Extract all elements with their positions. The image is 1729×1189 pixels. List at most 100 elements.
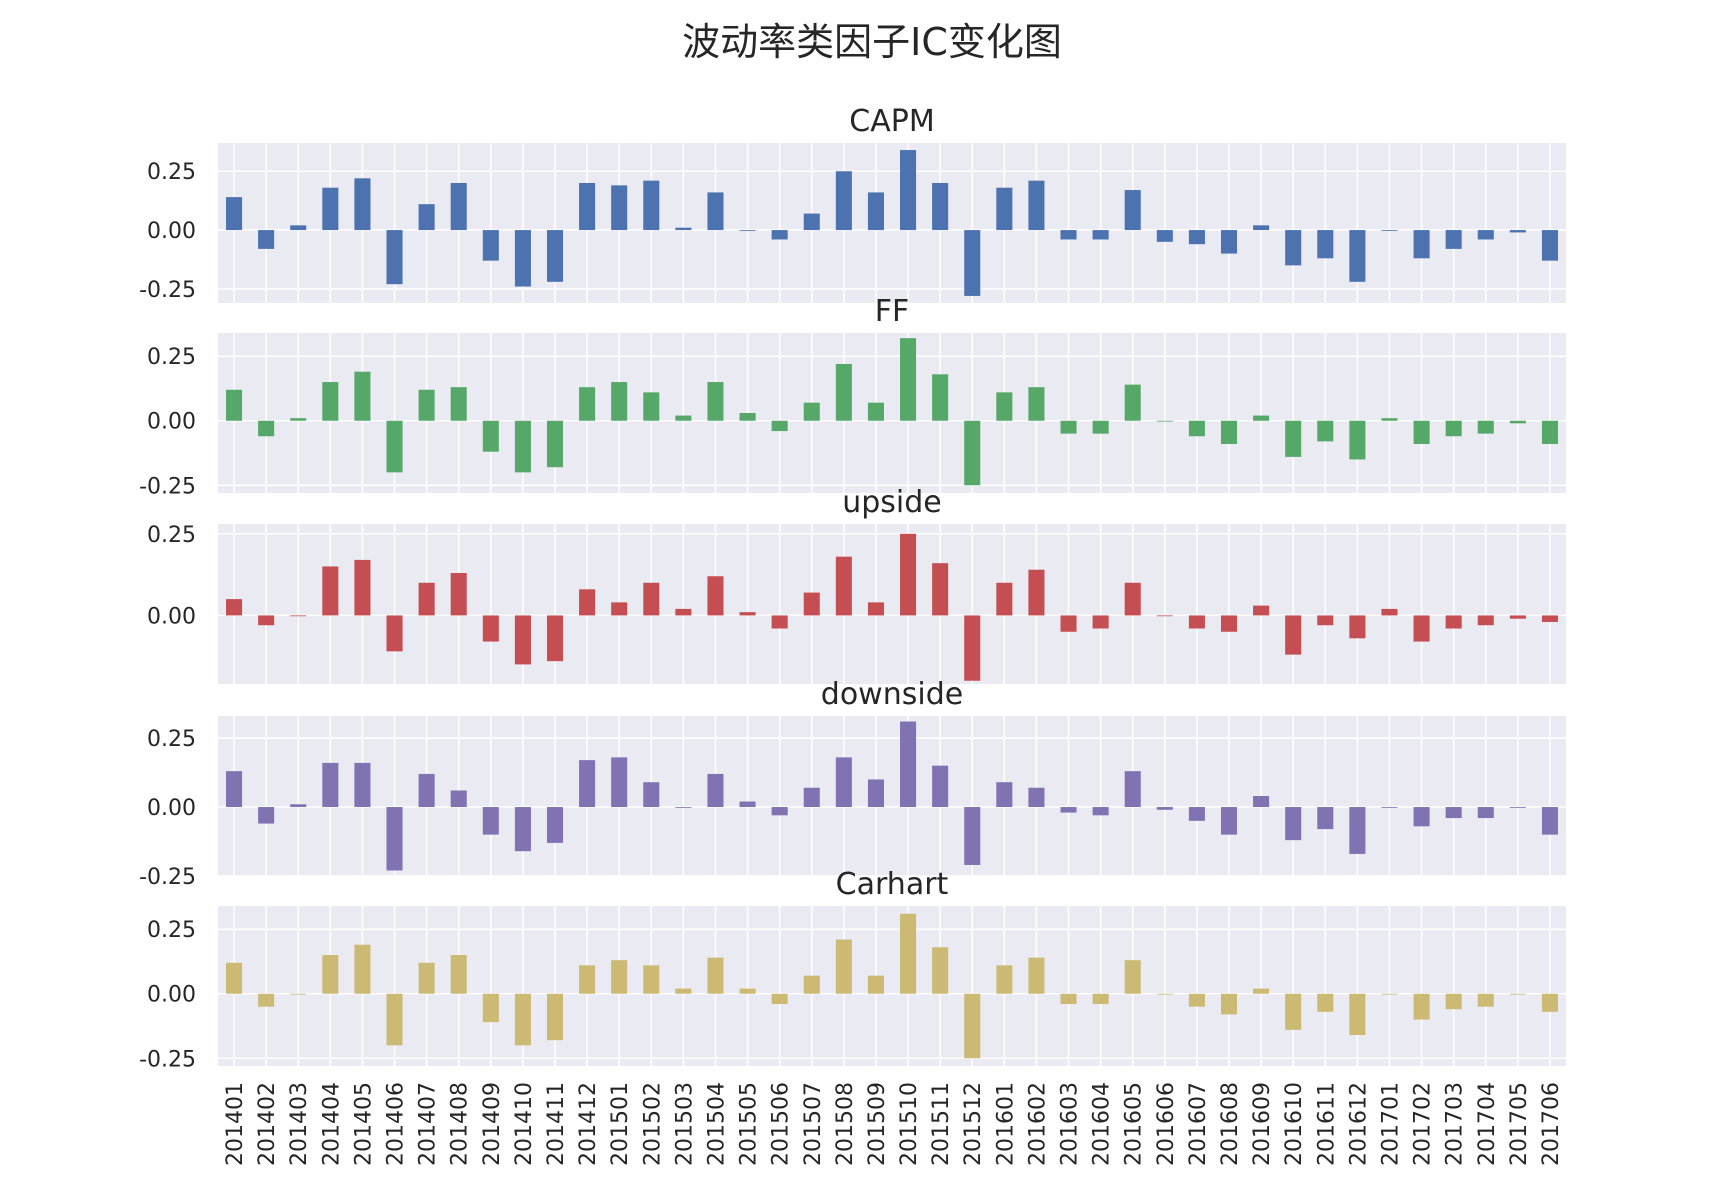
y-tick-label: 0.25 bbox=[147, 160, 196, 185]
bar-carhart-201404 bbox=[322, 955, 339, 994]
bar-carhart-201409 bbox=[482, 993, 499, 1023]
bar-downside-201505 bbox=[739, 801, 756, 808]
bar-ff-201512 bbox=[964, 420, 981, 486]
bar-downside-201607 bbox=[1188, 807, 1205, 821]
x-tick-label: 201706 bbox=[1539, 1082, 1564, 1166]
x-tick-label: 201410 bbox=[512, 1082, 537, 1166]
bar-downside-201407 bbox=[418, 773, 435, 808]
x-tick-label: 201705 bbox=[1507, 1082, 1532, 1166]
bar-ff-201608 bbox=[1220, 420, 1238, 444]
bar-capm-201603 bbox=[1060, 230, 1077, 240]
x-tick-label: 201511 bbox=[929, 1082, 954, 1166]
bar-capm-201406 bbox=[386, 230, 403, 285]
bar-ff-201611 bbox=[1317, 420, 1334, 442]
bar-upside-201608 bbox=[1220, 615, 1238, 632]
bar-capm-201501 bbox=[611, 185, 628, 231]
bar-capm-201608 bbox=[1220, 230, 1238, 254]
bar-upside-201502 bbox=[643, 582, 660, 616]
bar-capm-201602 bbox=[1028, 180, 1045, 231]
bar-carhart-201706 bbox=[1541, 993, 1558, 1012]
bar-upside-201609 bbox=[1253, 605, 1270, 616]
bar-carhart-201411 bbox=[546, 993, 564, 1041]
bar-carhart-201512 bbox=[964, 993, 981, 1059]
x-tick-label: 201607 bbox=[1186, 1082, 1211, 1166]
bar-upside-201401 bbox=[226, 599, 243, 616]
y-tick-label: 0.25 bbox=[147, 523, 196, 548]
plot-background bbox=[218, 333, 1566, 493]
bar-ff-201605 bbox=[1124, 384, 1141, 421]
bar-ff-201406 bbox=[386, 420, 403, 473]
bar-ff-201610 bbox=[1285, 420, 1302, 457]
bar-capm-201401 bbox=[226, 197, 243, 231]
bar-downside-201404 bbox=[322, 762, 339, 808]
y-tick-label: 0.00 bbox=[147, 219, 196, 244]
bar-carhart-201611 bbox=[1317, 993, 1334, 1012]
bar-downside-201504 bbox=[707, 773, 724, 808]
bar-carhart-201702 bbox=[1413, 993, 1430, 1020]
bar-upside-201507 bbox=[803, 592, 820, 616]
bar-carhart-201601 bbox=[996, 965, 1013, 994]
bar-upside-201504 bbox=[707, 576, 724, 616]
bar-capm-201506 bbox=[771, 230, 788, 240]
bar-ff-201401 bbox=[226, 389, 243, 421]
bar-carhart-201402 bbox=[258, 993, 275, 1007]
y-tick-label: 0.25 bbox=[147, 345, 196, 370]
bar-downside-201612 bbox=[1349, 807, 1366, 854]
bar-ff-201702 bbox=[1413, 420, 1430, 444]
bar-upside-201705 bbox=[1509, 615, 1526, 619]
y-tick-label: 0.00 bbox=[147, 604, 196, 629]
bar-capm-201508 bbox=[835, 171, 852, 231]
plot-background bbox=[218, 716, 1566, 876]
bar-upside-201410 bbox=[514, 615, 531, 665]
bar-downside-201401 bbox=[226, 771, 243, 808]
bar-ff-201504 bbox=[707, 382, 724, 421]
x-tick-label: 201509 bbox=[865, 1082, 890, 1166]
bar-downside-201508 bbox=[835, 757, 852, 808]
bar-carhart-201410 bbox=[514, 993, 531, 1046]
bar-carhart-201510 bbox=[900, 913, 917, 994]
bar-ff-201705 bbox=[1509, 420, 1526, 424]
bar-upside-201702 bbox=[1413, 615, 1430, 642]
bar-ff-201604 bbox=[1092, 420, 1109, 434]
bar-capm-201405 bbox=[354, 178, 371, 231]
bar-carhart-201604 bbox=[1092, 993, 1109, 1005]
bar-ff-201412 bbox=[579, 387, 596, 421]
bar-capm-201507 bbox=[803, 213, 820, 231]
bar-downside-201704 bbox=[1477, 807, 1494, 819]
bar-ff-201511 bbox=[932, 374, 949, 421]
bar-ff-201505 bbox=[739, 413, 756, 421]
bar-carhart-201610 bbox=[1285, 993, 1302, 1030]
plot-background bbox=[218, 906, 1566, 1066]
bar-ff-201407 bbox=[418, 389, 435, 421]
bar-capm-201403 bbox=[290, 225, 307, 231]
subplot-ff: 0.25 0.00 -0.25 FF bbox=[139, 294, 1566, 499]
bar-downside-201509 bbox=[867, 779, 884, 808]
x-tick-label: 201507 bbox=[801, 1082, 826, 1166]
bar-carhart-201403 bbox=[290, 993, 307, 995]
bar-capm-201706 bbox=[1541, 230, 1558, 261]
y-tick-label: 0.25 bbox=[147, 727, 196, 752]
bar-downside-201611 bbox=[1317, 807, 1334, 830]
x-tick-label: 201701 bbox=[1378, 1082, 1403, 1166]
bar-upside-201407 bbox=[418, 582, 435, 616]
bar-ff-201501 bbox=[611, 382, 628, 421]
bar-ff-201409 bbox=[482, 420, 499, 452]
x-tick-label: 201606 bbox=[1154, 1082, 1179, 1166]
bar-capm-201410 bbox=[514, 230, 531, 287]
bar-upside-201703 bbox=[1445, 615, 1462, 629]
bar-capm-201705 bbox=[1509, 230, 1526, 233]
bar-capm-201509 bbox=[867, 192, 884, 231]
bar-capm-201601 bbox=[996, 187, 1013, 231]
bar-capm-201701 bbox=[1381, 230, 1398, 231]
x-tick-label: 201604 bbox=[1090, 1082, 1115, 1166]
bar-downside-201606 bbox=[1156, 807, 1173, 810]
subplot-title: Carhart bbox=[836, 867, 949, 902]
bar-capm-201703 bbox=[1445, 230, 1462, 249]
subplot-title: upside bbox=[842, 485, 942, 520]
x-tick-label: 201504 bbox=[704, 1082, 729, 1166]
bar-ff-201609 bbox=[1253, 415, 1270, 421]
bar-carhart-201606 bbox=[1156, 993, 1173, 995]
x-tick-label: 201506 bbox=[769, 1082, 794, 1166]
bar-carhart-201405 bbox=[354, 944, 371, 994]
